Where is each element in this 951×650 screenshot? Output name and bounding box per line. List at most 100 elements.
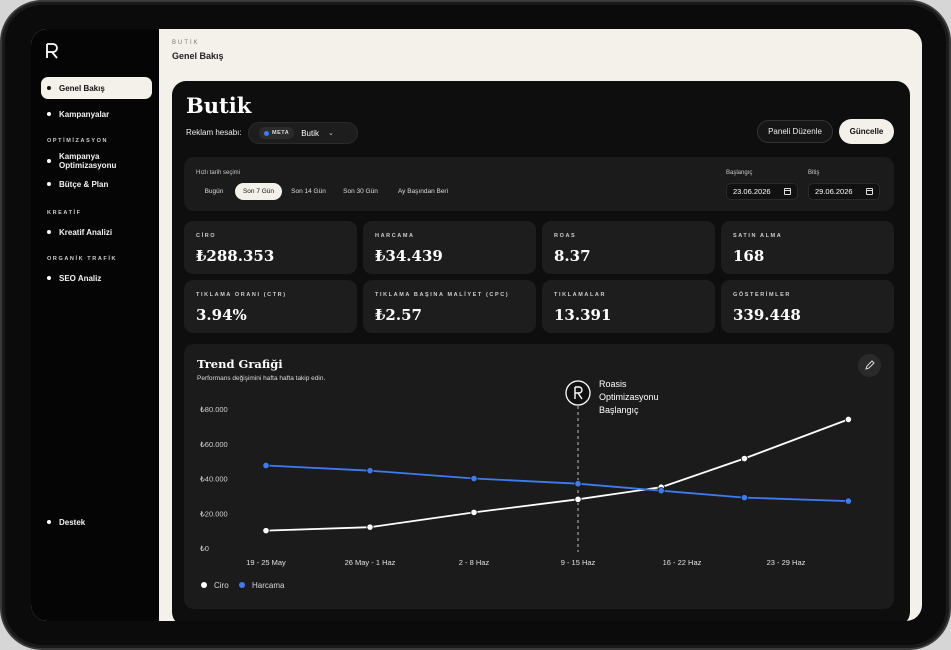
chevron-down-icon: ⌄ <box>327 130 334 137</box>
data-point-ciro <box>574 495 582 503</box>
data-point-ciro <box>262 527 270 535</box>
quick-date-30-days[interactable]: Son 30 Gün <box>343 188 378 195</box>
legend-marker <box>239 582 245 588</box>
data-point-harcama <box>470 474 478 483</box>
quick-date-14-days[interactable]: Son 14 Gün <box>291 188 326 195</box>
metric-value: 168 <box>733 247 765 265</box>
bullet-icon <box>47 182 51 186</box>
trend-title: Trend Grafiği <box>197 357 283 371</box>
data-point-harcama <box>574 480 582 488</box>
metric-label: TIKLAMALAR <box>554 292 607 298</box>
metric-label: TIKLAMA BAŞINA MALİYET (CPC) <box>375 292 510 298</box>
metric-card-ctr: TIKLAMA ORANI (CTR) 3.94% <box>184 280 357 333</box>
end-date-label: Bitiş <box>808 170 820 176</box>
ad-account-label: Reklam hesabı: <box>186 128 242 137</box>
update-button[interactable]: Güncelle <box>839 119 894 144</box>
metric-label: HARCAMA <box>375 233 415 239</box>
sidebar: Genel Bakış Kampanyalar OPTİMİZASYON Kam… <box>31 29 159 621</box>
legend-marker <box>201 582 207 588</box>
quick-date-today[interactable]: Bugün <box>204 188 224 195</box>
sidebar-item-kampanya-optimizasyonu[interactable]: Kampanya Optimizasyonu <box>41 150 152 172</box>
x-tick-label: 19 - 25 May <box>246 558 286 567</box>
metric-card-tiklamalar: TIKLAMALAR 13.391 <box>542 280 715 333</box>
y-tick-label: ₺20.000 <box>200 509 228 518</box>
sidebar-section-organik-trafik: ORGANİK TRAFİK <box>47 256 118 262</box>
legend-label: Harcama <box>252 581 285 590</box>
sidebar-item-butce-plan[interactable]: Bütçe & Plan <box>41 173 152 195</box>
metric-label: GÖSTERİMLER <box>733 292 791 298</box>
bullet-icon <box>47 230 51 234</box>
pencil-icon <box>865 360 875 370</box>
breadcrumb: BUTİK <box>172 40 200 46</box>
main-panel: Butik Reklam hesabı: META Butik ⌄ Paneli… <box>172 81 910 621</box>
x-tick-label: 9 - 15 Haz <box>561 558 596 567</box>
metric-card-harcama: HARCAMA ₺34.439 <box>363 221 536 274</box>
metric-card-cpc: TIKLAMA BAŞINA MALİYET (CPC) ₺2.57 <box>363 280 536 333</box>
series-line-ciro <box>265 418 849 532</box>
end-date-input[interactable]: 29.06.2026 <box>808 183 880 200</box>
edit-chart-button[interactable] <box>858 354 881 377</box>
page-title: Butik <box>186 93 252 118</box>
logo-icon <box>46 43 58 59</box>
metric-value: ₺34.439 <box>375 247 443 265</box>
quick-date-7-days[interactable]: Son 7 Gün <box>235 183 282 200</box>
x-tick-label: 23 - 29 Haz <box>767 558 806 567</box>
trend-chart: ₺0 ₺20.000 ₺40.000 ₺60.000 ₺80.000 19 - 25 Ma… <box>200 379 853 590</box>
data-point-harcama <box>262 461 270 470</box>
data-point-harcama <box>657 487 665 495</box>
bullet-icon <box>47 520 51 524</box>
page-breadcrumb-title: Genel Bakış <box>172 51 224 61</box>
legend-label: Ciro <box>214 581 229 590</box>
metric-value: ₺288.353 <box>196 247 275 265</box>
annotation-label: Roasis <box>599 379 627 389</box>
trend-subtitle: Performans değişimini hafta hafta takip … <box>197 375 326 382</box>
sidebar-item-kampanyalar[interactable]: Kampanyalar <box>41 103 152 125</box>
data-point-ciro <box>844 415 853 424</box>
ad-account-value: Butik <box>301 128 319 138</box>
metric-label: CİRO <box>196 233 217 239</box>
data-point-ciro <box>470 508 478 516</box>
metric-label: ROAS <box>554 233 577 239</box>
sidebar-item-seo-analiz[interactable]: SEO Analiz <box>41 267 152 289</box>
data-point-ciro <box>366 523 374 531</box>
calendar-icon <box>784 188 791 195</box>
data-point-harcama <box>366 467 374 475</box>
date-filter-box: Hızlı tarih seçimi Bugün Son 7 Gün Son 1… <box>184 157 894 211</box>
trend-card: Trend Grafiği Performans değişimini haft… <box>184 344 894 609</box>
start-date-label: Başlangıç <box>726 170 753 176</box>
metric-value: 339.448 <box>733 306 801 324</box>
sidebar-item-genel-bakis[interactable]: Genel Bakış <box>41 77 152 99</box>
y-tick-label: ₺80.000 <box>200 405 228 414</box>
series-line-harcama <box>265 464 849 502</box>
y-tick-label: ₺0 <box>200 544 209 553</box>
metric-card-satin-alma: SATIN ALMA 168 <box>721 221 894 274</box>
bullet-icon <box>47 159 51 163</box>
x-tick-label: 16 - 22 Haz <box>663 558 702 567</box>
start-date-input[interactable]: 23.06.2026 <box>726 183 798 200</box>
metric-card-roas: ROAS 8.37 <box>542 221 715 274</box>
edit-panel-button[interactable]: Paneli Düzenle <box>757 120 833 143</box>
calendar-icon <box>866 188 873 195</box>
roasis-logo-icon <box>574 386 583 400</box>
sidebar-section-kreatif: KREATİF <box>47 210 82 216</box>
app-screen: Genel Bakış Kampanyalar OPTİMİZASYON Kam… <box>31 29 922 621</box>
platform-badge: META <box>259 127 295 139</box>
metric-label: SATIN ALMA <box>733 233 783 239</box>
metric-value: ₺2.57 <box>375 306 422 324</box>
quick-date-label: Hızlı tarih seçimi <box>196 170 241 176</box>
sidebar-item-destek[interactable]: Destek <box>41 511 152 533</box>
ad-account-select[interactable]: META Butik ⌄ <box>248 122 358 144</box>
metric-card-gosterimler: GÖSTERİMLER 339.448 <box>721 280 894 333</box>
data-point-harcama <box>844 497 853 505</box>
bullet-icon <box>47 276 51 280</box>
annotation-label: Optimizasyonu <box>599 392 659 402</box>
quick-date-month-start[interactable]: Ay Başından Beri <box>397 188 449 195</box>
bullet-icon <box>47 86 51 90</box>
meta-dot-icon <box>264 130 269 136</box>
sidebar-item-kreatif-analizi[interactable]: Kreatif Analizi <box>41 221 152 243</box>
metric-label: TIKLAMA ORANI (CTR) <box>196 292 287 298</box>
x-tick-label: 2 - 8 Haz <box>459 558 490 567</box>
data-point-harcama <box>740 494 749 502</box>
data-point-ciro <box>740 454 749 463</box>
